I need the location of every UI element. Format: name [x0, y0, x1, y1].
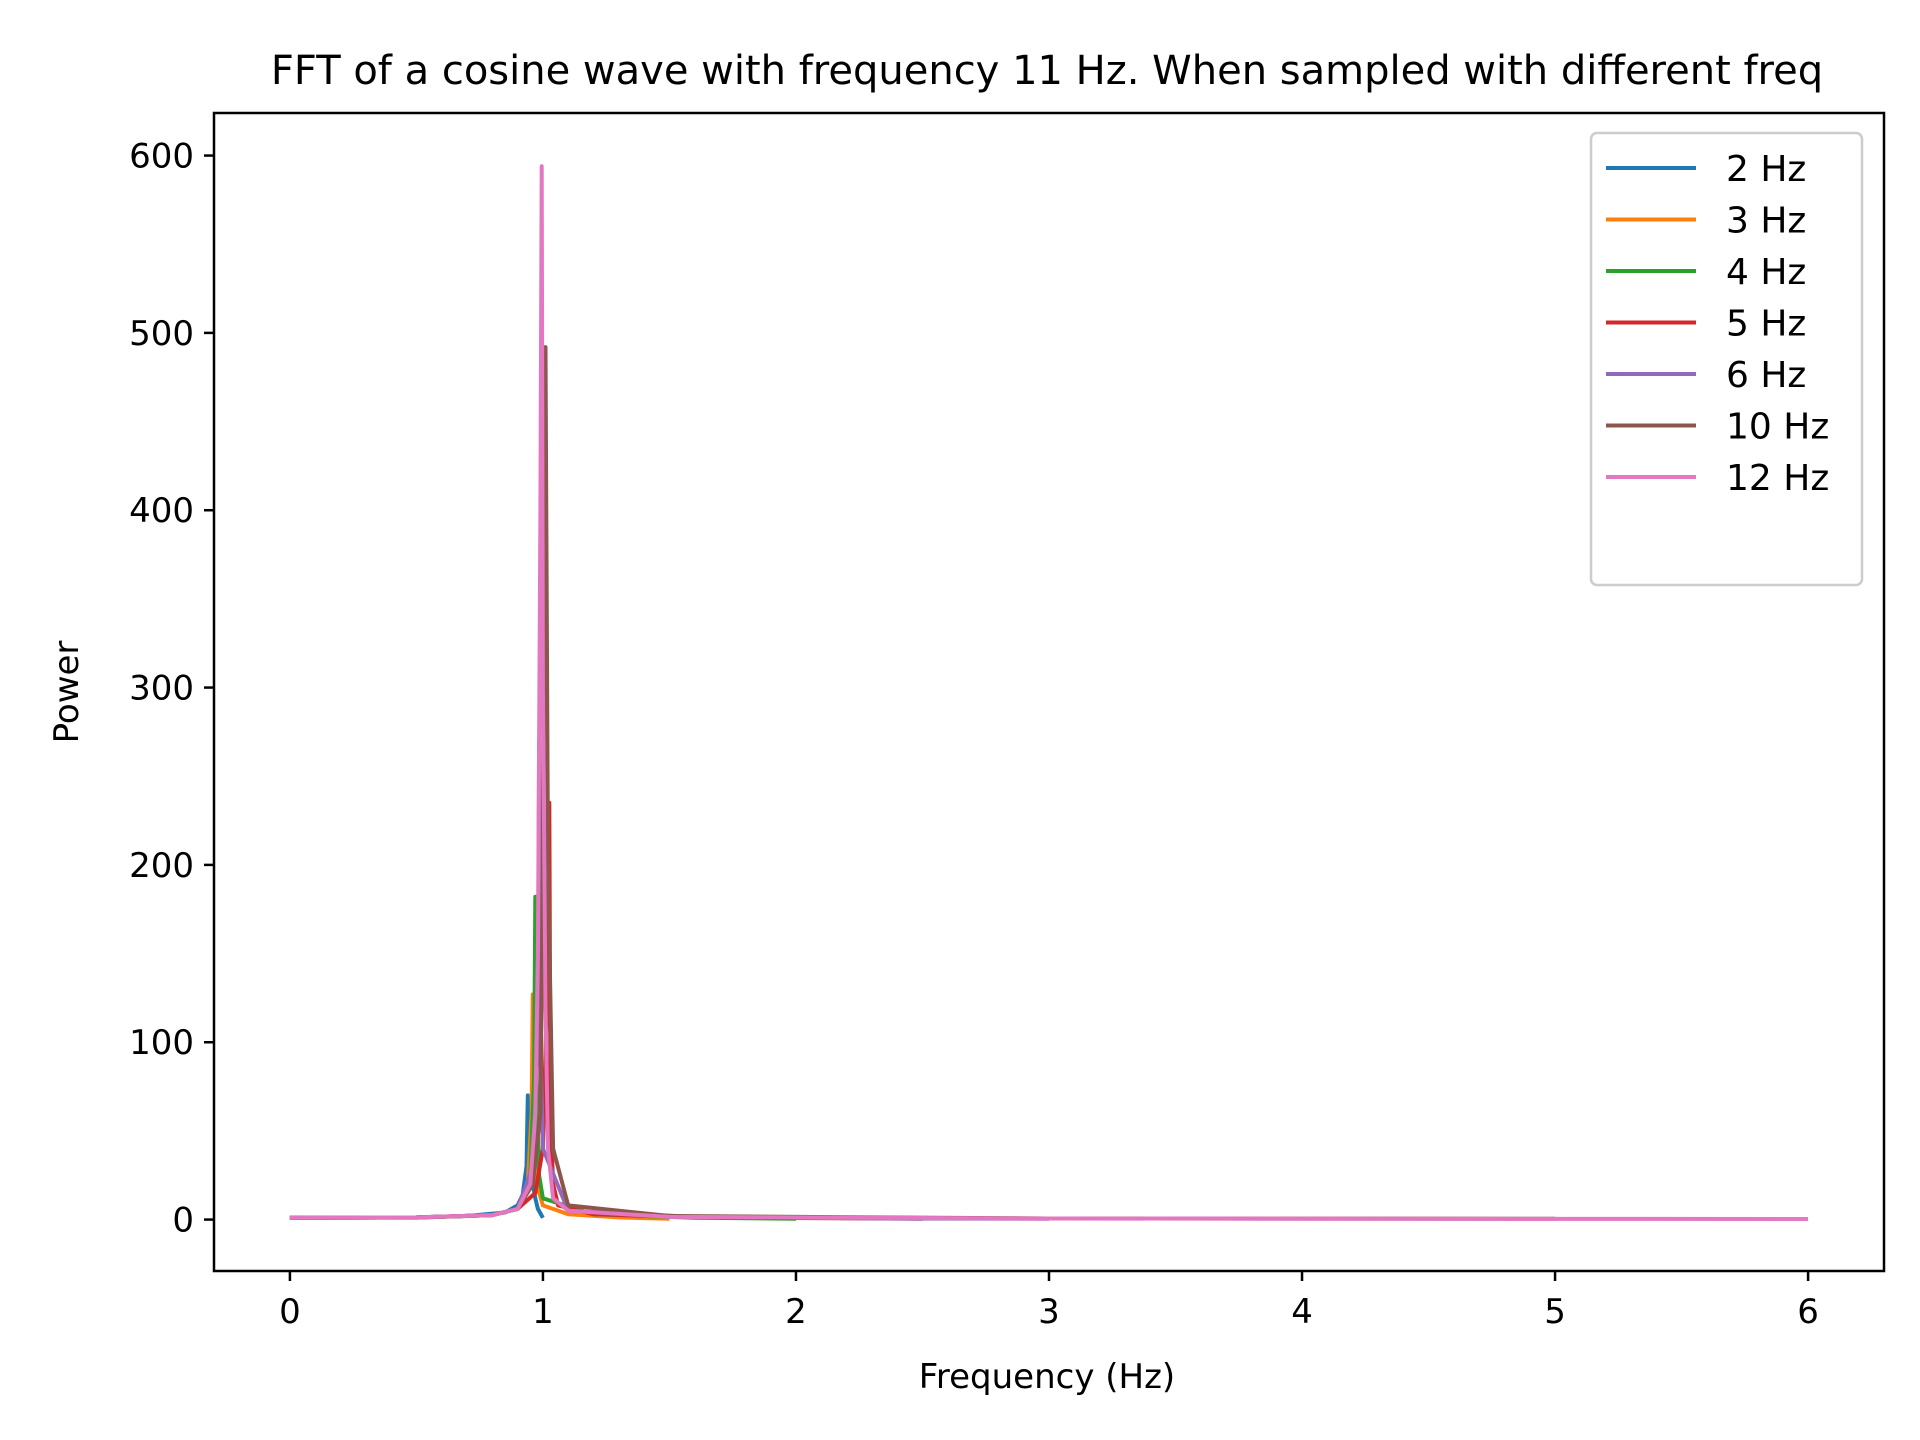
x-axis-label: Frequency (Hz): [919, 1357, 1175, 1397]
legend-label-3-hz: 3 Hz: [1726, 201, 1806, 242]
y-tick-label: 500: [129, 314, 194, 354]
x-tick-label: 2: [785, 1292, 807, 1332]
x-tick-label: 5: [1544, 1292, 1566, 1332]
legend-items: 2 Hz 3 Hz 4 Hz 5 Hz 6 Hz 10 Hz 12 Hz: [1606, 149, 1829, 499]
series-layer: [289, 164, 1809, 1221]
legend-label-4-hz: 4 Hz: [1726, 252, 1806, 293]
x-axis: 0 1 2 3 4 5 6: [279, 1271, 1819, 1332]
y-tick-label: 200: [129, 846, 194, 886]
legend-label-10-hz: 10 Hz: [1726, 407, 1829, 448]
y-tick-label: 100: [129, 1023, 194, 1063]
y-tick-label: 300: [129, 669, 194, 709]
x-tick-label: 6: [1797, 1292, 1819, 1332]
x-tick-label: 4: [1291, 1292, 1313, 1332]
y-tick-label: 600: [129, 137, 194, 177]
legend-label-12-hz: 12 Hz: [1726, 458, 1829, 499]
y-tick-label: 0: [172, 1201, 194, 1241]
legend-label-5-hz: 5 Hz: [1726, 304, 1806, 345]
series-line-12-hz: [289, 164, 1809, 1221]
legend-label-2-hz: 2 Hz: [1726, 149, 1806, 190]
legend: 2 Hz 3 Hz 4 Hz 5 Hz 6 Hz 10 Hz 12 Hz: [1589, 131, 1864, 587]
chart-title: FFT of a cosine wave with frequency 11 H…: [271, 48, 1823, 94]
y-tick-label: 400: [129, 491, 194, 531]
legend-label-6-hz: 6 Hz: [1726, 355, 1806, 396]
x-tick-label: 0: [279, 1292, 301, 1332]
x-tick-label: 3: [1038, 1292, 1060, 1332]
y-axis: 0 100 200 300 400 500 600: [129, 137, 214, 1241]
y-axis-label: Power: [47, 641, 87, 744]
legend-box: [1589, 131, 1864, 587]
x-tick-label: 1: [532, 1292, 554, 1332]
